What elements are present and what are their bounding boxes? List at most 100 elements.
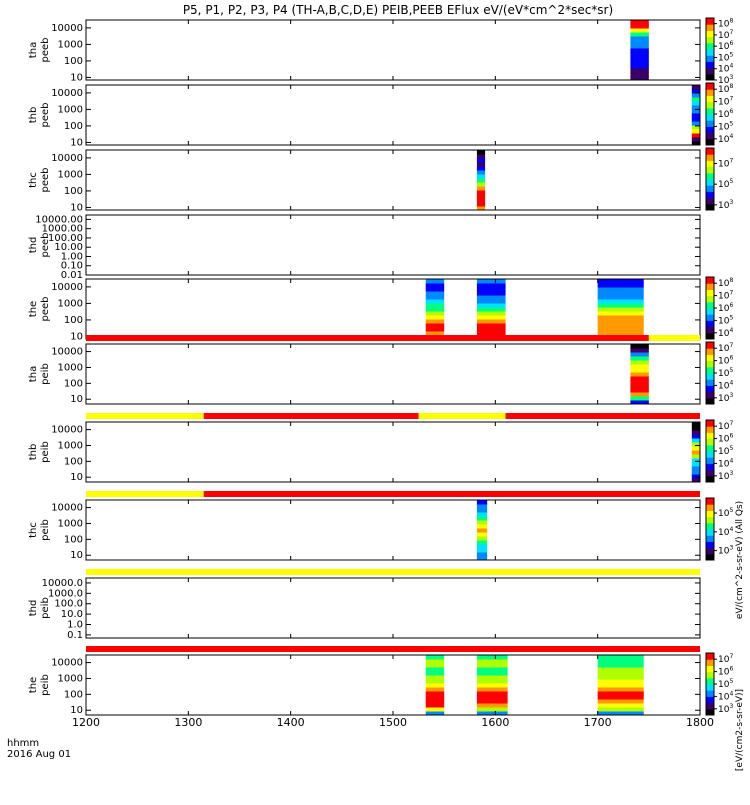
y-tick-label: 10 <box>70 202 83 213</box>
panel-frame <box>85 499 701 561</box>
y-tick-label: 0.10 <box>61 261 83 272</box>
spectrogram-cell <box>691 438 700 443</box>
spectrogram-cell <box>425 667 445 672</box>
spectrogram-cell <box>630 36 649 41</box>
panel-label-instrument: peib <box>40 363 51 385</box>
colorbar-segment <box>706 101 714 109</box>
spectrogram-cell <box>630 372 649 377</box>
colorbar-frame <box>705 17 715 81</box>
spectrogram-cell <box>630 64 649 69</box>
colorbar-tick-label: 103 <box>718 703 733 715</box>
mode-bar-segment <box>86 335 649 341</box>
spectrogram-cell <box>476 532 488 537</box>
colorbar-segment <box>706 529 714 536</box>
spectrogram-cell <box>691 430 700 435</box>
colorbar-tick-label: 104 <box>718 526 733 538</box>
colorbar-segment <box>706 160 714 168</box>
spectrogram-cell <box>630 380 649 385</box>
spectrogram-cell <box>691 89 700 94</box>
spectrogram-cell <box>630 56 649 61</box>
colorbar-segment <box>706 659 714 666</box>
spectrogram-cell <box>476 556 488 561</box>
colorbar-segment <box>706 469 714 477</box>
spectrogram-cell <box>425 303 445 308</box>
colorbar-segment <box>706 42 714 50</box>
colorbar-tick-label: 105 <box>718 314 733 326</box>
y-tick-label: 10000 <box>51 88 83 99</box>
colorbar-segment <box>706 67 714 75</box>
mode-bar-segment <box>505 413 700 419</box>
spectrogram-cell <box>691 101 700 106</box>
colorbar-tick-label: 104 <box>718 327 733 339</box>
colorbar-segment <box>706 295 714 303</box>
panel-label-instrument: peeb <box>40 297 51 322</box>
y-tick-label: 100 <box>64 56 83 67</box>
colorbar-segment <box>706 510 714 518</box>
spectrogram-cell <box>630 348 649 353</box>
colorbar-segment <box>706 653 714 660</box>
mode-bar-segment <box>418 413 506 419</box>
panel-label-instrument: peeb <box>40 233 51 258</box>
colorbar-tick-label: 105 <box>718 367 733 379</box>
spectrogram-cell <box>476 170 486 175</box>
y-tick-label: 1000 <box>58 298 83 309</box>
colorbar-tick-label: 106 <box>718 355 733 367</box>
colorbar-tick-label: 107 <box>718 158 733 170</box>
spectrogram-cell <box>476 315 506 320</box>
panel-label-instrument: peeb <box>40 38 51 63</box>
colorbar-segment <box>706 18 714 25</box>
colorbar-segment <box>706 332 714 340</box>
mode-bar-segment <box>203 491 700 497</box>
colorbar-segment <box>706 197 714 205</box>
y-tick-label: 100 <box>64 121 83 132</box>
x-axis-ticks: 1200 1300 1400 1500 1600 1700 1800 <box>72 716 714 729</box>
panel-label-probe: the <box>28 301 39 317</box>
panel-label-probe: thd <box>28 600 39 617</box>
colorbar-tick-label: 107 <box>718 96 733 108</box>
colorbar-segment <box>706 342 714 349</box>
colorbar-segment <box>706 89 714 96</box>
y-tick-label: 10.0 <box>61 609 83 620</box>
colorbar-segment <box>706 522 714 530</box>
colorbar-tick-label: 104 <box>718 457 733 469</box>
spectrogram-cell <box>476 707 508 712</box>
spectrogram-cell <box>691 125 700 130</box>
colorbar-tick-label: 105 <box>718 178 733 190</box>
x-tick-label: 1300 <box>174 716 202 729</box>
colorbar-segment <box>706 475 714 483</box>
spectrogram-cell <box>476 536 488 541</box>
spectrogram-cell <box>630 72 649 77</box>
colorbar-segment <box>706 397 714 405</box>
spectrogram-cell <box>476 206 486 211</box>
spectrogram-cell <box>476 671 508 676</box>
spectrogram-cell <box>476 544 488 549</box>
colorbar-segment <box>706 166 714 174</box>
colorbar-segment <box>706 457 714 464</box>
spectrogram-cell <box>691 462 700 467</box>
colorbar-tick-label: 107 <box>718 290 733 302</box>
spectrogram-cell <box>476 283 506 288</box>
spectrogram-cell <box>476 303 506 308</box>
colorbar-segment <box>706 154 714 161</box>
colorbar-tick-label: 107 <box>718 29 733 41</box>
y-tick-label: 1000 <box>58 169 83 180</box>
panel-label-probe: thb <box>28 444 39 461</box>
colorbar-segment <box>706 95 714 103</box>
colorbar-tick-label: 104 <box>718 690 733 702</box>
spectrogram-cell <box>476 186 486 191</box>
panel-label-instrument: peeb <box>40 168 51 193</box>
spectrogram-cell <box>476 516 488 521</box>
spectrogram-cell <box>691 109 700 114</box>
panel-label-instrument: peib <box>40 519 51 541</box>
chart-title: P5, P1, P2, P3, P4 (TH-A,B,C,D,E) PEIB,P… <box>183 3 613 17</box>
spectrogram-cell <box>476 528 488 533</box>
spectrogram-cell <box>476 327 506 332</box>
spectrogram-cell <box>597 707 644 712</box>
spectrogram-cell <box>597 663 644 668</box>
colorbar-tick-label: 103 <box>718 392 733 404</box>
y-tick-label: 10000 <box>51 658 83 669</box>
